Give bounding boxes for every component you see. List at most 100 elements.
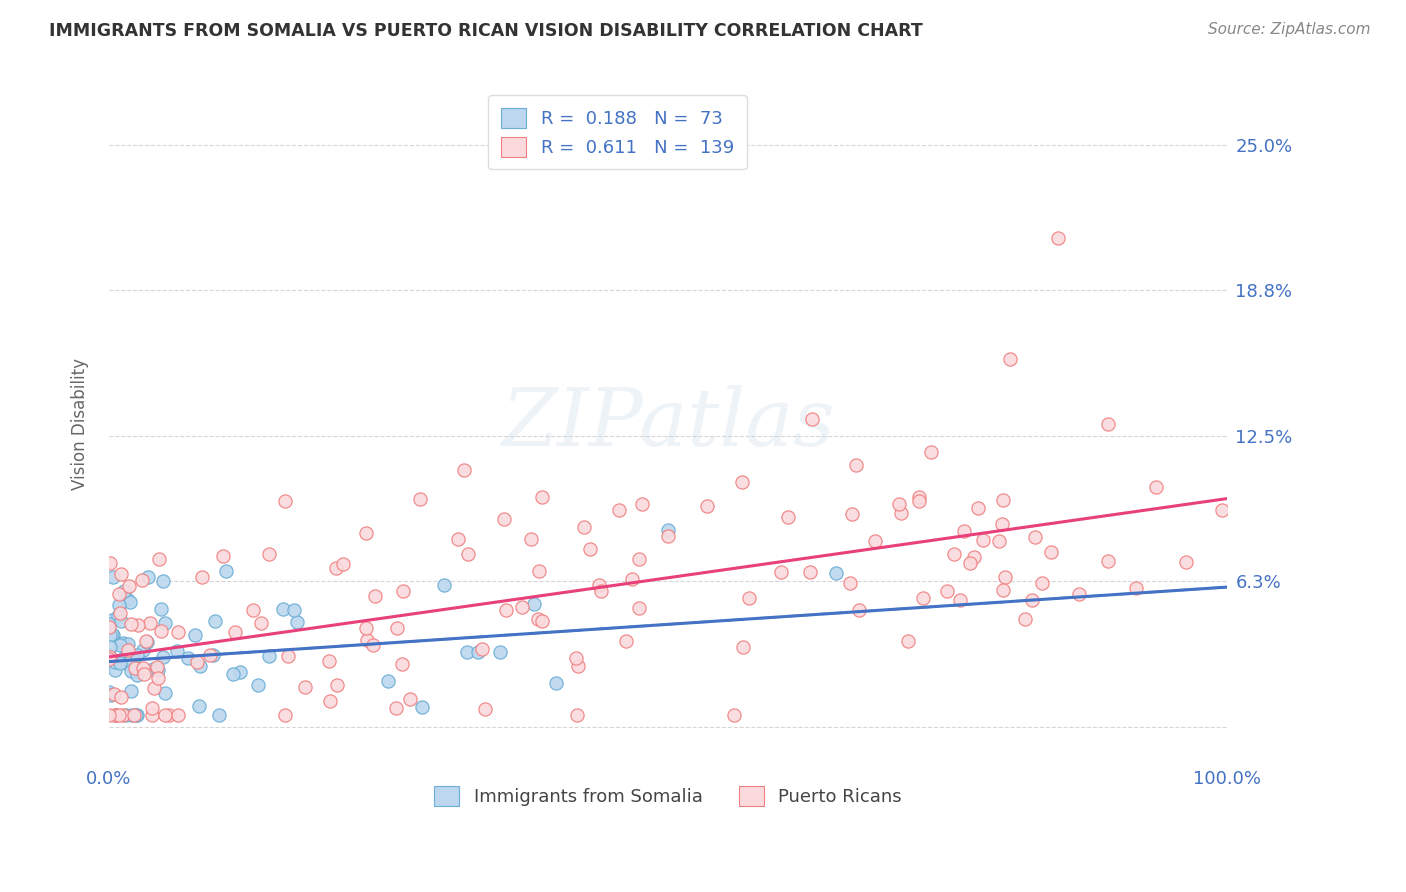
Point — [1046, 231, 1069, 245]
Point — [143, 681, 166, 696]
Point — [101, 627, 124, 641]
Point — [152, 649, 174, 664]
Point — [215, 564, 238, 578]
Point — [294, 680, 316, 694]
Point — [799, 566, 821, 580]
Point — [250, 615, 273, 630]
Point — [848, 603, 870, 617]
Point — [988, 533, 1011, 548]
Point — [131, 573, 153, 587]
Point — [166, 644, 188, 658]
Point — [920, 445, 942, 459]
Point — [495, 603, 517, 617]
Point — [1211, 502, 1233, 516]
Point — [1021, 593, 1043, 607]
Point — [110, 656, 132, 670]
Point — [887, 497, 910, 511]
Point — [118, 654, 141, 668]
Point — [131, 660, 153, 674]
Point — [356, 632, 378, 647]
Point — [318, 694, 340, 708]
Legend: Immigrants from Somalia, Puerto Ricans: Immigrants from Somalia, Puerto Ricans — [426, 780, 910, 814]
Point — [150, 602, 173, 616]
Point — [198, 648, 221, 663]
Point — [628, 601, 651, 615]
Point — [510, 600, 533, 615]
Point — [354, 621, 377, 635]
Point — [952, 524, 974, 538]
Point — [531, 490, 554, 504]
Point — [966, 500, 988, 515]
Point — [157, 708, 180, 723]
Point — [972, 533, 994, 547]
Point — [191, 570, 214, 584]
Point — [770, 565, 793, 579]
Point — [527, 564, 550, 578]
Point — [325, 561, 347, 575]
Point — [845, 458, 868, 472]
Point — [111, 636, 134, 650]
Point — [1174, 555, 1197, 569]
Point — [115, 592, 138, 607]
Point — [212, 549, 235, 563]
Point — [998, 351, 1021, 366]
Point — [100, 640, 122, 655]
Point — [936, 584, 959, 599]
Point — [146, 663, 169, 677]
Point — [409, 491, 432, 506]
Point — [104, 708, 127, 723]
Point — [141, 708, 163, 723]
Point — [911, 591, 934, 606]
Point — [107, 609, 129, 624]
Point — [135, 634, 157, 648]
Point — [122, 708, 145, 723]
Point — [247, 678, 270, 692]
Point — [731, 640, 754, 655]
Point — [148, 552, 170, 566]
Point — [167, 624, 190, 639]
Point — [101, 628, 124, 642]
Point — [991, 582, 1014, 597]
Point — [391, 657, 413, 672]
Point — [136, 570, 159, 584]
Text: ZIPatlas: ZIPatlas — [501, 385, 835, 463]
Point — [125, 648, 148, 662]
Point — [135, 634, 157, 648]
Point — [120, 664, 142, 678]
Point — [115, 708, 138, 723]
Point — [153, 615, 176, 630]
Point — [841, 508, 863, 522]
Point — [204, 614, 226, 628]
Point — [110, 690, 132, 705]
Point — [103, 687, 125, 701]
Point — [104, 655, 127, 669]
Point — [453, 463, 475, 477]
Point — [332, 557, 354, 571]
Point — [283, 603, 305, 617]
Point — [98, 627, 121, 641]
Point — [101, 570, 124, 584]
Point — [609, 503, 631, 517]
Point — [326, 678, 349, 692]
Point — [824, 566, 846, 580]
Point — [98, 617, 121, 632]
Point — [696, 499, 718, 513]
Point — [776, 510, 799, 524]
Point — [1031, 576, 1053, 591]
Point — [186, 655, 208, 669]
Point — [456, 645, 478, 659]
Point — [271, 601, 294, 615]
Point — [544, 676, 567, 690]
Point — [98, 708, 121, 723]
Point — [188, 658, 211, 673]
Point — [567, 659, 589, 673]
Point — [108, 638, 131, 652]
Point — [620, 572, 643, 586]
Point — [98, 556, 121, 570]
Point — [141, 700, 163, 714]
Point — [97, 685, 120, 699]
Point — [1067, 586, 1090, 600]
Point — [110, 615, 132, 629]
Point — [523, 597, 546, 611]
Point — [145, 660, 167, 674]
